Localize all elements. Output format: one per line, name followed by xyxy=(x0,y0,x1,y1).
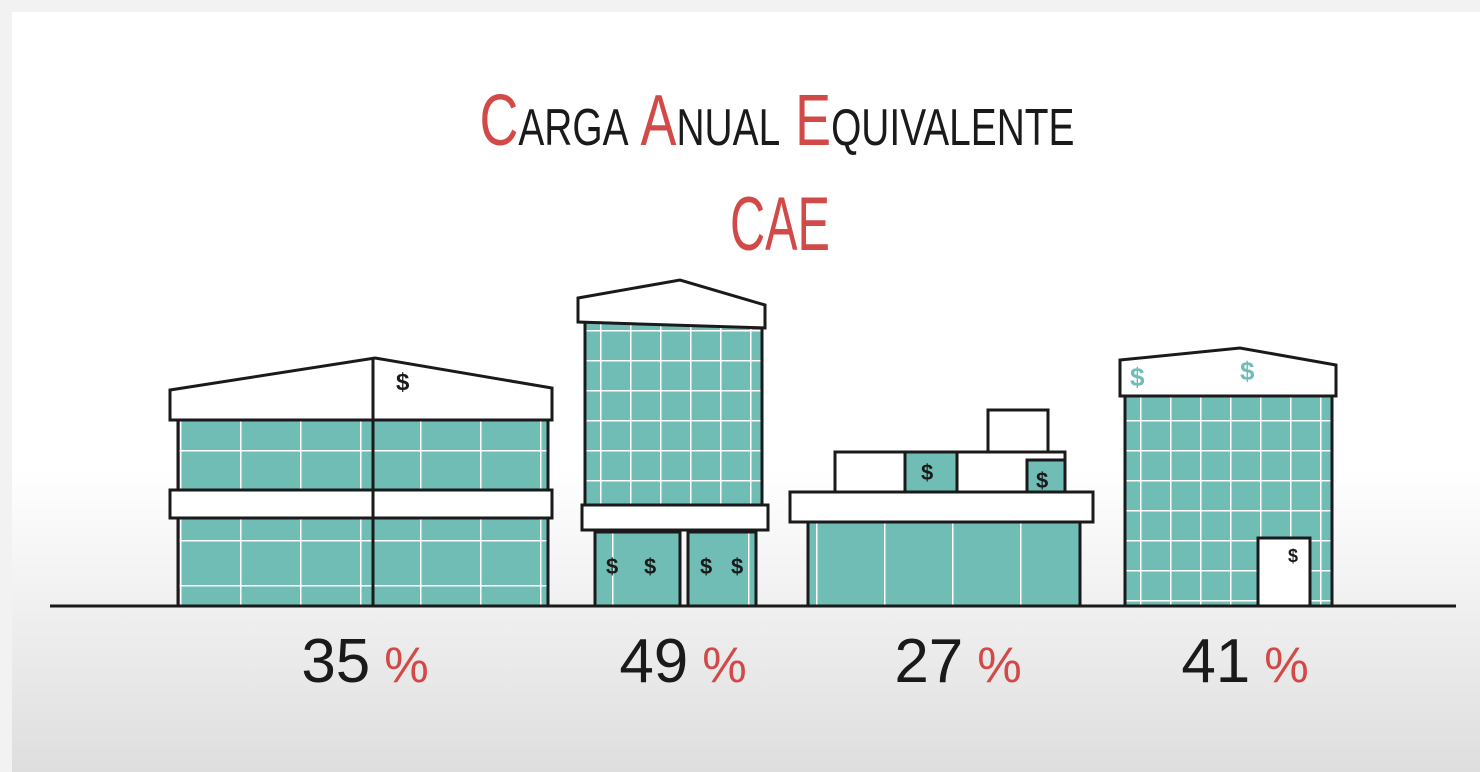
percent-label: 27 % xyxy=(894,627,1021,696)
svg-text:$: $ xyxy=(700,554,712,579)
text-part: 27 xyxy=(894,627,963,696)
page: CARGA ANUAL EQUIVALENTE CAE $ $$$$ $$ $$… xyxy=(0,0,1480,772)
text-part: C xyxy=(480,81,519,161)
building: $ xyxy=(170,358,552,606)
svg-text:$: $ xyxy=(1130,362,1145,392)
building: $ $ $ xyxy=(1120,348,1336,606)
text-part: % xyxy=(963,637,1021,693)
text-part: 49 xyxy=(619,627,688,696)
svg-text:$: $ xyxy=(921,460,933,485)
text-part: E xyxy=(780,81,831,161)
text-part: A xyxy=(629,81,677,161)
scene: CARGA ANUAL EQUIVALENTE CAE $ $$$$ $$ $$… xyxy=(0,0,1480,772)
svg-text:$: $ xyxy=(606,554,618,579)
svg-text:$: $ xyxy=(1288,546,1298,566)
building: $ $ $ $ xyxy=(578,280,768,606)
text-part: % xyxy=(688,637,746,693)
percent-label: 49 % xyxy=(619,627,746,696)
acronym: CAE xyxy=(730,182,830,267)
text-part: 41 xyxy=(1181,627,1250,696)
text-part: % xyxy=(370,637,428,693)
percent-label: 35 % xyxy=(301,627,428,696)
svg-text:$: $ xyxy=(1240,356,1255,386)
text-part: % xyxy=(1250,637,1308,693)
text-part: 35 xyxy=(301,627,370,696)
text-part: NUAL xyxy=(676,99,780,157)
svg-text:$: $ xyxy=(644,554,656,579)
svg-text:$: $ xyxy=(396,369,410,396)
text-part: QUIVALENTE xyxy=(831,99,1074,157)
percent-label: 41 % xyxy=(1181,627,1308,696)
svg-text:$: $ xyxy=(731,554,743,579)
svg-text:$: $ xyxy=(1036,468,1048,493)
text-part: ARGA xyxy=(518,99,628,157)
